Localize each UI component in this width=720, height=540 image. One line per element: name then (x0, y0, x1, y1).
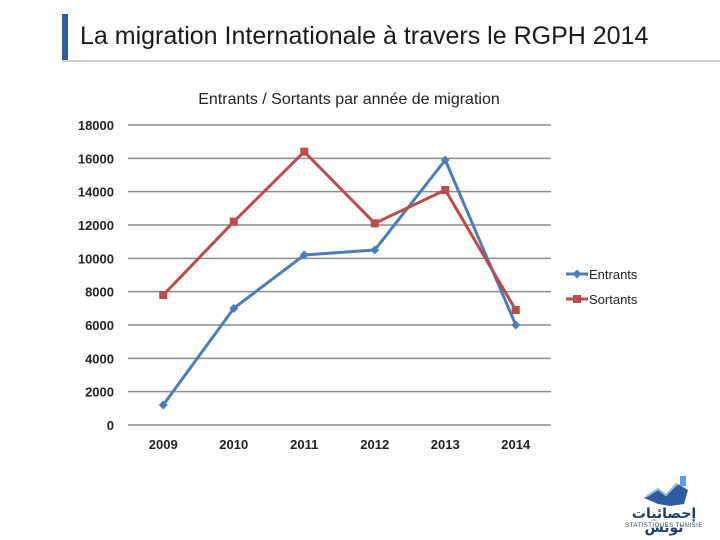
y-tick-label: 0 (107, 418, 114, 433)
legend-label-entrants: Entrants (589, 267, 638, 282)
point-entrants-2012 (370, 245, 380, 255)
logo-name-french: STATISTIQUES TUNISIE (625, 523, 703, 529)
point-sortants-2009 (159, 291, 168, 299)
x-tick-label: 2012 (360, 437, 389, 452)
point-sortants-2010 (229, 217, 238, 226)
series-line-sortants (162, 150, 518, 311)
x-tick-label: 2013 (431, 437, 460, 452)
point-entrants-2010 (229, 303, 239, 313)
series-line-entrants (162, 158, 518, 406)
legend-marker-sortants (573, 295, 581, 303)
y-tick-label: 4000 (85, 351, 114, 366)
point-sortants-2012 (370, 219, 379, 228)
point-sortants-2013 (441, 186, 450, 194)
point-sortants-2014 (511, 306, 520, 314)
point-entrants-2013 (440, 155, 450, 165)
point-entrants-2014 (511, 320, 521, 330)
y-tick-label: 14000 (78, 185, 114, 200)
legend-marker-entrants (572, 269, 582, 279)
chart-title: Entrants / Sortants par année de migrati… (198, 91, 500, 108)
x-tick-label: 2009 (149, 437, 178, 452)
point-entrants-2011 (299, 250, 309, 260)
y-tick-label: 10000 (78, 251, 114, 266)
y-tick-label: 8000 (85, 285, 114, 300)
logo-name-arabic: إحصائيات تونس (631, 505, 697, 535)
x-tick-label: 2011 (290, 437, 318, 452)
y-tick-label: 6000 (85, 318, 114, 333)
y-tick-label: 16000 (78, 151, 114, 166)
x-tick-label: 2010 (219, 437, 248, 452)
statistiques-tunisie-logo-icon (644, 476, 688, 506)
y-tick-label: 2000 (85, 385, 114, 400)
title-divider (62, 60, 720, 62)
point-entrants-2009 (158, 400, 168, 410)
legend-label-sortants: Sortants (589, 292, 638, 307)
slide-title: La migration Internationale à travers le… (80, 22, 649, 50)
y-tick-label: 12000 (78, 218, 114, 233)
y-tick-label: 18000 (78, 118, 114, 133)
title-accent-bar (62, 14, 68, 60)
point-sortants-2011 (300, 147, 309, 156)
x-tick-label: 2014 (501, 437, 531, 452)
